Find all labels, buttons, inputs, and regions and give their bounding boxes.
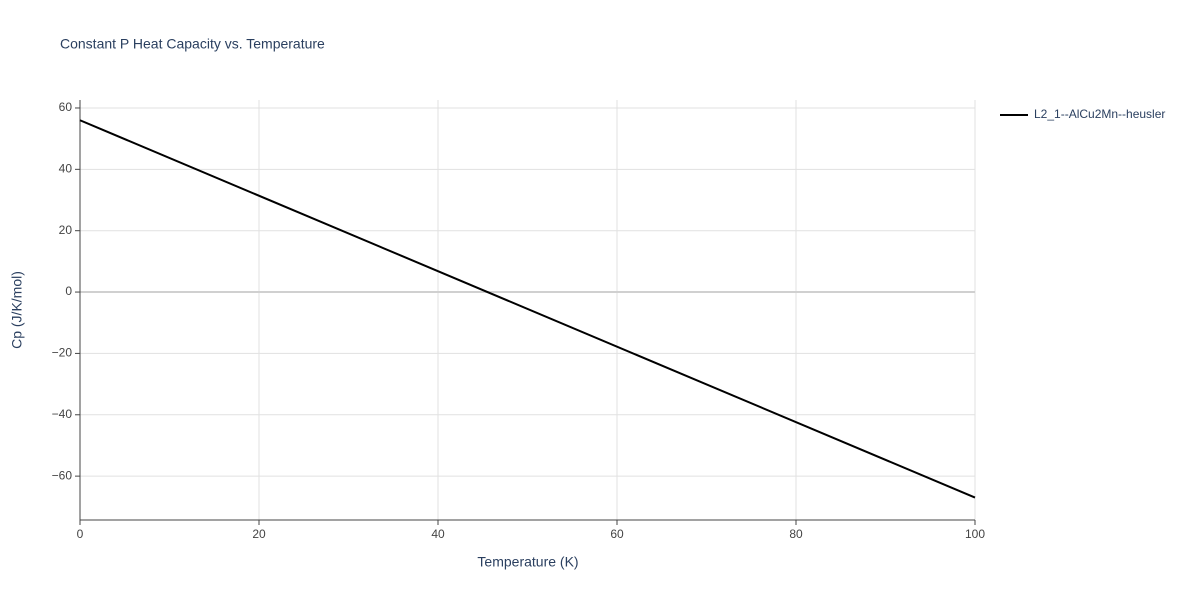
series-line [79,119,976,499]
x-tick-label: 40 [431,527,445,541]
legend-label: L2_1--AlCu2Mn--heusler [1034,107,1165,121]
y-tick-label: −20 [52,346,73,360]
x-tick-label: 0 [77,527,84,541]
x-tick-label: 100 [965,527,985,541]
y-tick-label: 40 [59,162,73,176]
y-tick-label: 60 [59,100,73,114]
x-axis-title: Temperature (K) [477,554,578,570]
x-tick-label: 60 [610,527,624,541]
y-axis-title: Cp (J/K/mol) [9,271,25,349]
x-tick-label: 80 [789,527,803,541]
y-tick-label: 20 [59,223,73,237]
y-tick-label: −40 [52,407,73,421]
y-tick-label: −60 [52,468,73,482]
x-tick-label: 20 [252,527,266,541]
chart-title: Constant P Heat Capacity vs. Temperature [60,36,325,52]
y-tick-label: 0 [65,284,72,298]
